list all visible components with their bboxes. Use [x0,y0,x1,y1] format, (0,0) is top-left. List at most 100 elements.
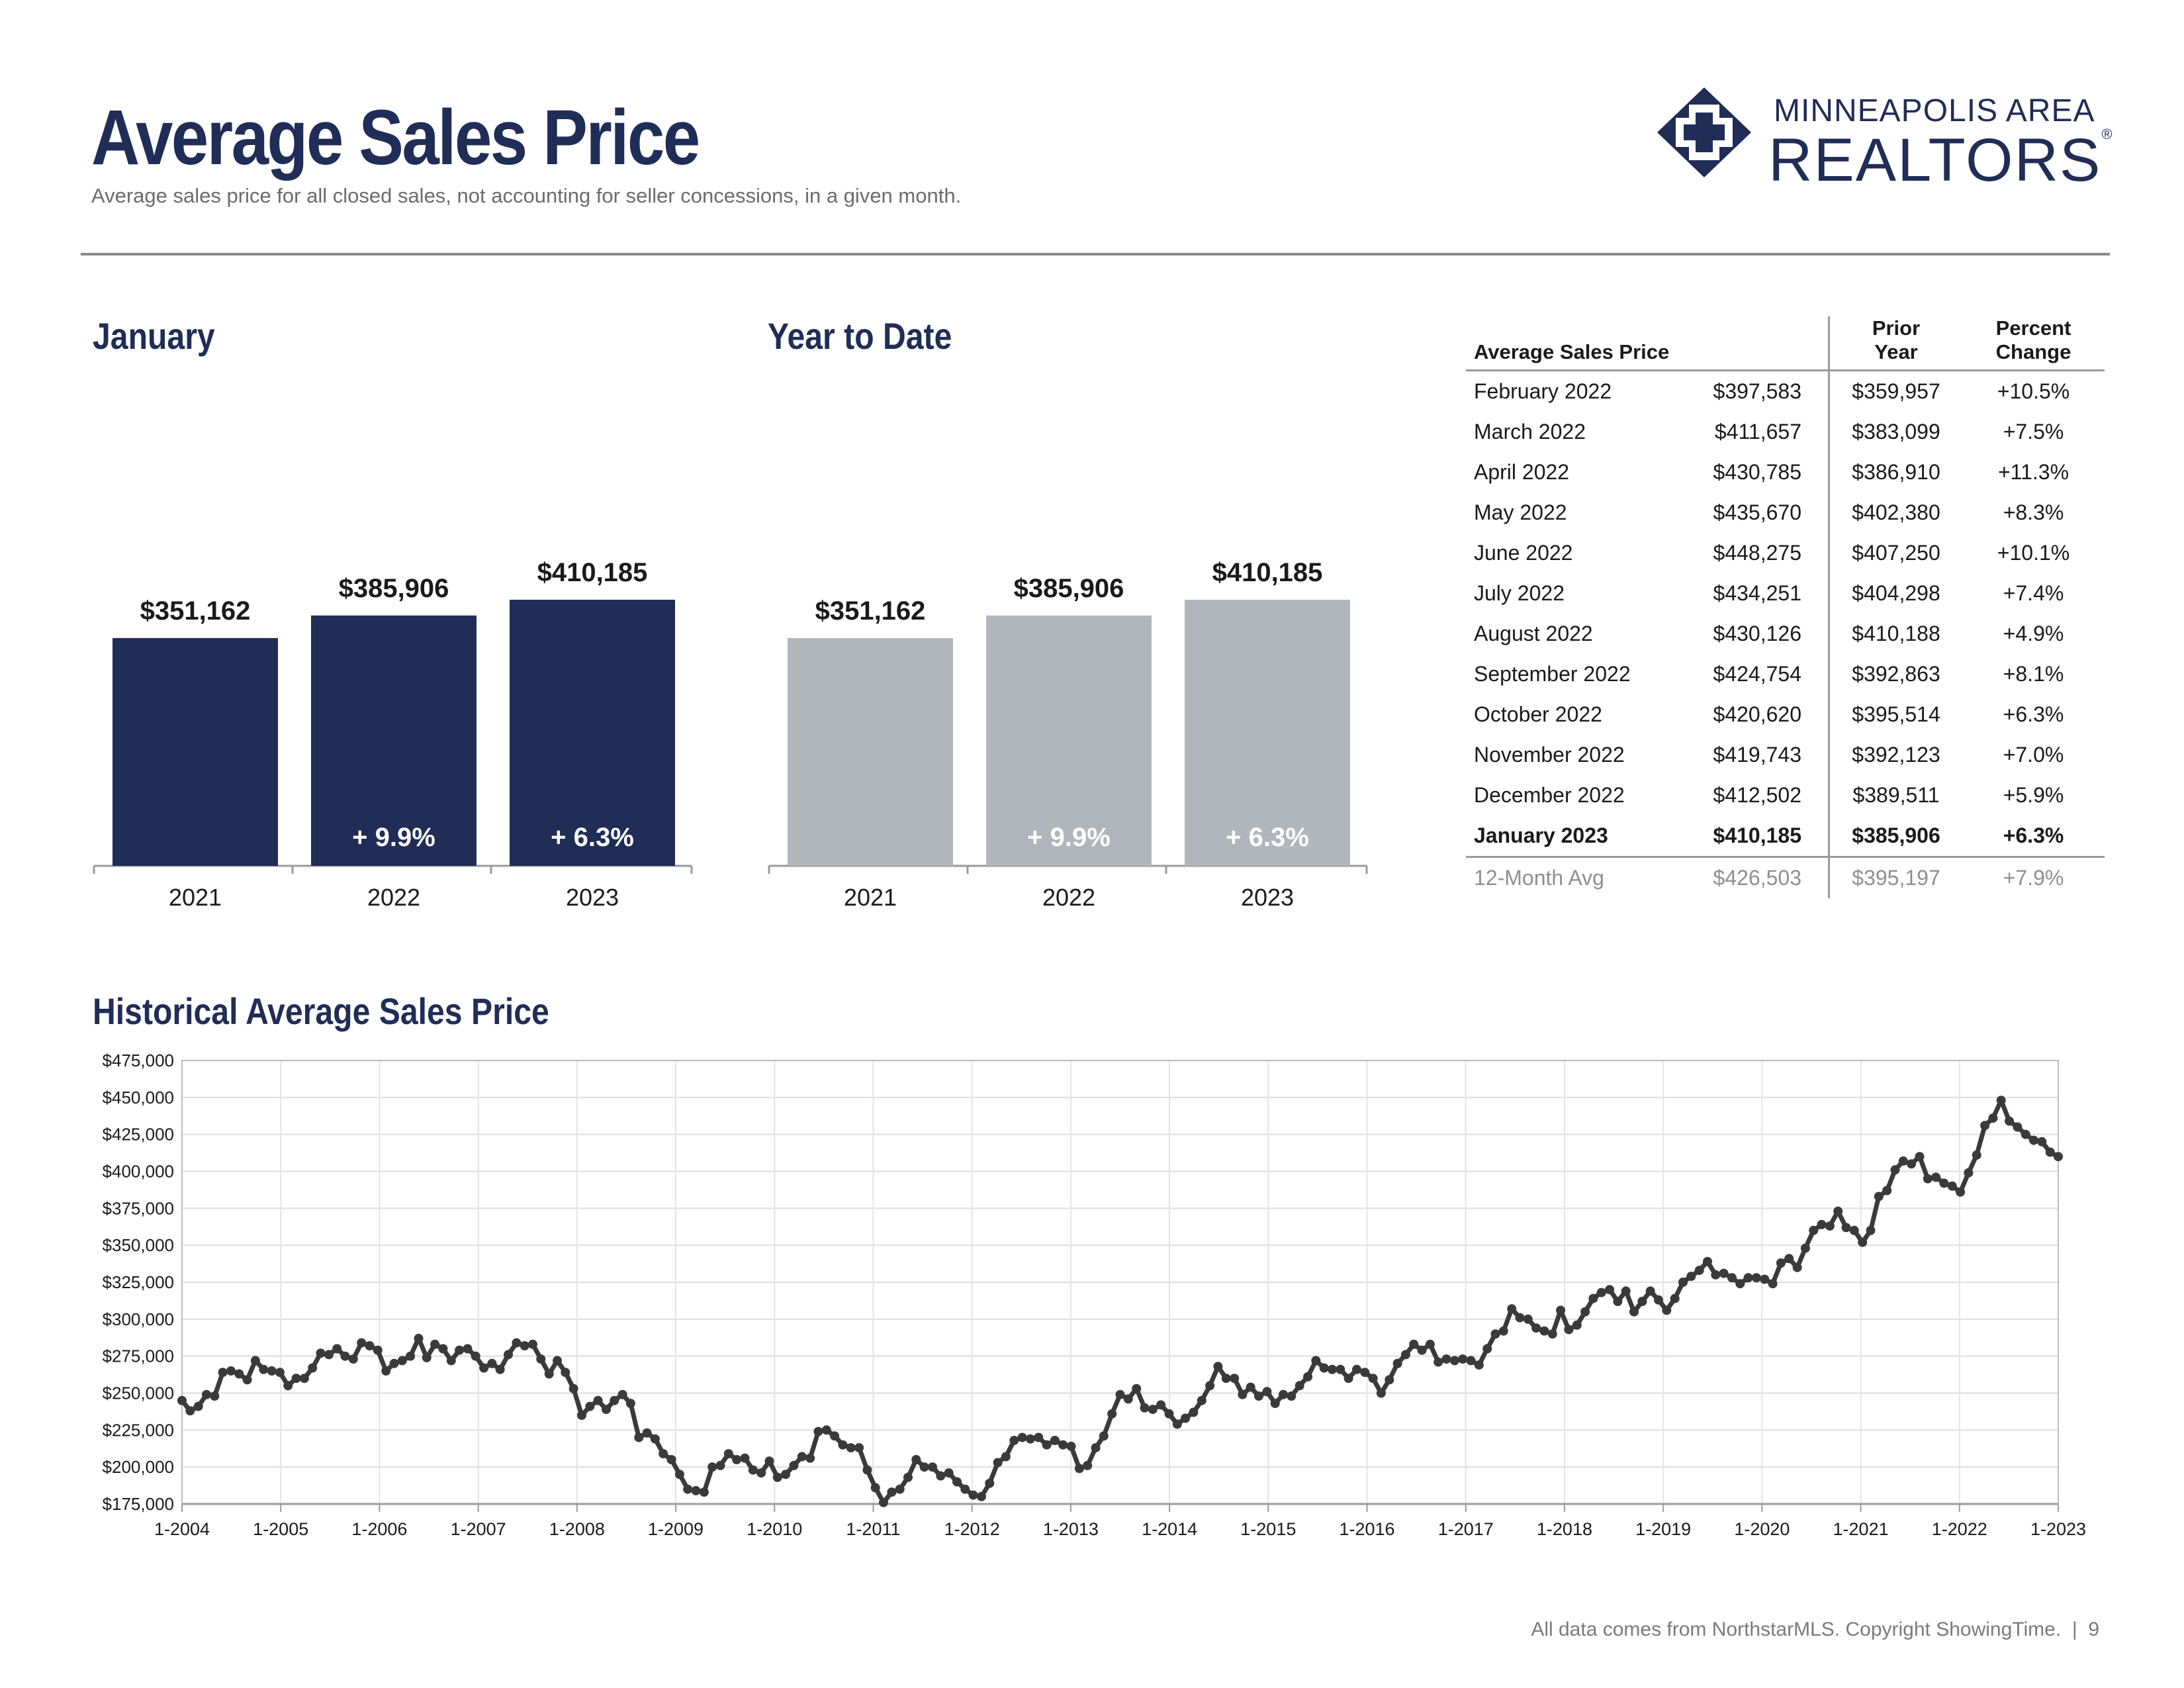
data-point [348,1354,358,1364]
x-tick-label: 1-2022 [1932,1519,1987,1539]
data-point [1343,1374,1353,1383]
data-point [1523,1314,1533,1324]
data-point [1230,1374,1240,1383]
data-point [952,1477,962,1487]
ytd-bar-chart: $351,162 2021 $385,906 + 9.9% 2022 $410,185 + … [768,558,1368,911]
data-point [879,1497,888,1507]
data-point [291,1374,301,1383]
data-point [691,1485,701,1495]
row-percent-change: +7.4% [2003,581,2064,605]
data-point [1841,1223,1851,1233]
table-header-label: Average Sales Price [1466,316,1686,371]
data-point [1515,1313,1525,1323]
table-row: December 2022 $412,502 $389,511 +5.9% [1466,775,2105,816]
row-percent-change: +8.3% [2003,500,2064,524]
data-point [1017,1432,1027,1442]
data-point [1898,1156,1908,1166]
data-point [1580,1307,1590,1317]
data-point [1074,1464,1084,1474]
data-point [504,1350,513,1360]
data-point [1858,1237,1868,1247]
data-point [1874,1192,1884,1201]
data-point [1066,1441,1076,1451]
y-tick-label: $350,000 [103,1235,174,1255]
data-point [740,1453,750,1463]
data-point [699,1487,709,1497]
data-point [846,1443,856,1453]
data-point [659,1449,668,1459]
data-point [1629,1307,1639,1317]
data-point [1882,1186,1892,1196]
x-tick-label: 1-2006 [351,1519,407,1539]
bar [788,637,953,866]
data-point [1140,1403,1150,1413]
data-point [2045,1147,2055,1157]
bar [113,637,278,866]
data-point [903,1472,913,1482]
data-point [193,1401,203,1411]
logo-text-top: MINNEAPOLIS AREA [1774,93,2095,128]
data-point [1784,1254,1794,1264]
data-point [1800,1243,1810,1253]
row-label: January 2023 [1466,816,1686,858]
data-point [455,1345,465,1355]
data-point [1328,1364,1337,1374]
data-point [373,1345,383,1355]
data-point [250,1356,260,1366]
y-tick-label: $225,000 [103,1420,174,1440]
data-point [1678,1278,1688,1287]
data-point [993,1458,1003,1468]
data-point [1238,1389,1248,1399]
row-percent-change: +10.5% [1997,379,2070,403]
data-point [1213,1362,1223,1372]
page-subtitle: Average sales price for all closed sales… [91,184,962,207]
data-point [1205,1381,1215,1391]
y-tick-label: $450,000 [103,1088,174,1107]
table-row: August 2022 $430,126 $410,188 +4.9% [1466,614,2105,654]
data-point [1988,1113,1998,1123]
data-point [1164,1409,1174,1419]
data-point [1083,1460,1093,1470]
row-prior-year: $386,910 [1852,460,1940,484]
data-point [299,1374,309,1383]
y-tick-label: $200,000 [103,1457,174,1477]
row-value: $430,785 [1686,452,1830,492]
y-tick-label: $300,000 [103,1309,174,1329]
row-label: October 2022 [1474,702,1602,726]
data-point [2054,1152,2063,1162]
data-point [1531,1323,1541,1333]
x-tick-label: 1-2017 [1438,1519,1494,1539]
row-percent-change: +6.3% [2003,702,2064,726]
bar-category-label: 2023 [1241,884,1294,911]
data-point [813,1427,823,1436]
data-point [512,1338,522,1348]
x-tick-label: 1-2004 [154,1519,210,1539]
bar-category-label: 2023 [566,884,619,911]
data-point [1735,1279,1745,1289]
data-point [1572,1320,1582,1330]
data-point [1189,1407,1199,1417]
row-prior-year: $395,197 [1852,866,1940,890]
data-point [569,1383,578,1393]
data-point [1287,1391,1297,1401]
data-point [1964,1168,1974,1178]
data-point [1645,1286,1655,1296]
row-prior-year: $395,514 [1852,702,1940,726]
data-point [1050,1436,1060,1445]
data-point [602,1405,611,1415]
data-point [1181,1413,1191,1423]
x-tick-label: 1-2009 [648,1519,704,1539]
data-point [1849,1225,1859,1235]
row-label: June 2022 [1474,541,1573,565]
data-point [1400,1350,1410,1360]
row-percent-change: +4.9% [2003,622,2064,645]
table-row: October 2022 $420,620 $395,514 +6.3% [1466,694,2105,735]
y-tick-label: $375,000 [103,1198,174,1218]
data-point [1539,1326,1549,1336]
data-point [495,1364,505,1374]
data-point [259,1364,269,1374]
data-point [674,1470,684,1479]
data-point [1336,1364,1345,1374]
row-percent-change: +10.1% [1997,541,2070,565]
row-value: $397,583 [1686,370,1830,412]
